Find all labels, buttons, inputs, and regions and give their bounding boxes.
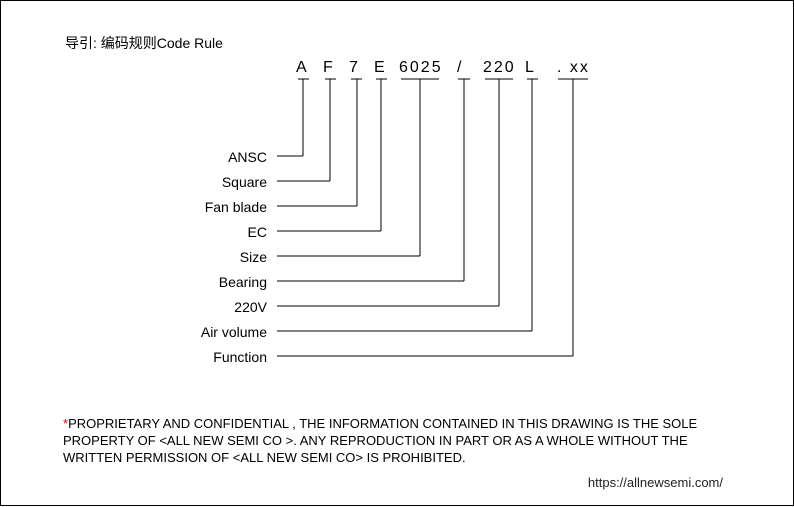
label-ec: EC: [248, 224, 267, 240]
header-title: 导引: 编码规则Code Rule: [65, 33, 223, 53]
code-seg-square: F: [323, 59, 335, 77]
label-volt: 220V: [234, 299, 267, 315]
label-ansc: ANSC: [228, 149, 267, 165]
code-seg-ec: E: [374, 59, 387, 77]
code-seg-volt: 220: [483, 59, 516, 77]
label-func: Function: [213, 349, 267, 365]
label-square: Square: [222, 174, 267, 190]
code-seg-airvol: L: [525, 59, 536, 77]
code-seg-size: 6025: [399, 59, 443, 77]
code-seg-blade: 7: [349, 59, 360, 77]
label-blade: Fan blade: [205, 199, 267, 215]
label-size: Size: [240, 249, 267, 265]
footnote-text: PROPRIETARY AND CONFIDENTIAL , THE INFOR…: [63, 416, 697, 465]
code-seg-func: . xx: [557, 59, 590, 77]
code-seg-ansc: A: [296, 59, 309, 77]
url-text: https://allnewsemi.com/: [588, 475, 723, 490]
label-bearing: Bearing: [219, 274, 267, 290]
code-seg-bearing: /: [457, 59, 463, 77]
label-airvol: Air volume: [201, 324, 267, 340]
footnote: *PROPRIETARY AND CONFIDENTIAL , THE INFO…: [63, 416, 743, 467]
